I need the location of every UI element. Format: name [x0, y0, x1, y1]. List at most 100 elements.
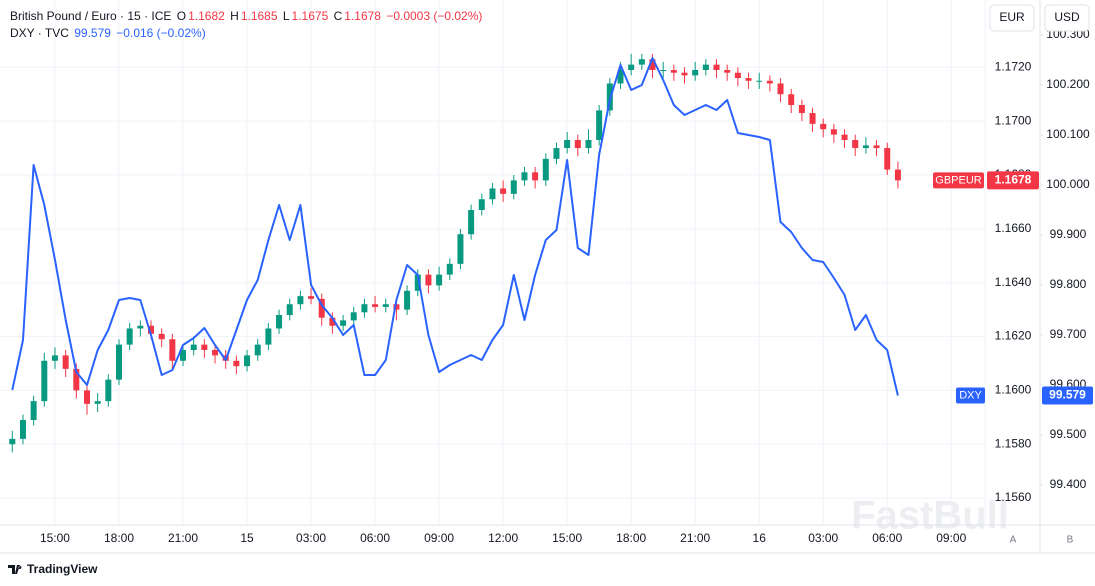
candle-body: [500, 188, 507, 194]
candle-body: [489, 188, 496, 200]
currency-button[interactable]: [989, 4, 1035, 32]
ohlc-value: 1.1682: [188, 9, 225, 23]
x-tick-label: 12:00: [488, 531, 518, 545]
candle-body: [830, 129, 837, 135]
y2-tick-label: 99.500: [1050, 427, 1087, 441]
x-tick-label: 21:00: [168, 531, 198, 545]
candle-body: [393, 304, 400, 310]
candle-body: [628, 64, 635, 70]
x-tick-label: 21:00: [680, 531, 710, 545]
x-tick-label: 15:00: [552, 531, 582, 545]
y-tick-label: 1.1720: [995, 59, 1032, 73]
candle-body: [510, 180, 517, 194]
price-tag-text: 1.1678: [995, 173, 1032, 187]
y-tick-label: 1.1640: [995, 275, 1032, 289]
x-tick-label: 06:00: [360, 531, 390, 545]
ohlc-value: 1.1678: [344, 9, 381, 23]
candle-body: [41, 360, 48, 402]
ohlc-key: H: [230, 9, 239, 23]
candle-body: [788, 94, 795, 105]
brand-name: TradingView: [27, 562, 98, 576]
candle-body: [446, 263, 453, 275]
candle-body: [361, 304, 368, 313]
candle-body: [276, 315, 283, 329]
candle-body: [521, 172, 528, 181]
candle-body: [841, 134, 848, 140]
candle-body: [553, 148, 560, 159]
candle-body: [457, 234, 464, 264]
candle-body: [660, 70, 667, 71]
candle-body: [756, 80, 763, 82]
x-tick-label: 18:00: [616, 531, 646, 545]
candle-body: [201, 344, 208, 350]
price-tag: [987, 171, 1039, 190]
ohlc-key: C: [333, 9, 343, 23]
candle-body: [713, 64, 720, 70]
x-tick-label: 09:00: [424, 531, 454, 545]
y2-tick-label: 99.400: [1050, 477, 1087, 491]
candle-body: [83, 390, 90, 404]
compare-line: [11, 57, 899, 396]
x-tick-label: 03:00: [808, 531, 838, 545]
candle-body: [724, 70, 731, 73]
change: −0.0003 (−0.02%): [386, 9, 483, 23]
candle-body: [681, 72, 688, 76]
y2-tick-label: 100.200: [1046, 77, 1090, 91]
ohlc-value: 1.1685: [240, 9, 278, 23]
candle-body: [574, 140, 581, 149]
compare-tag-text: 99.579: [1049, 388, 1086, 402]
candle-body: [638, 59, 645, 65]
y2-tick-label: 99.900: [1050, 227, 1087, 241]
candle-body: [585, 140, 592, 149]
candle-body: [350, 312, 357, 321]
candle-body: [212, 350, 219, 356]
candle-body: [265, 328, 272, 345]
candle-body: [148, 325, 155, 334]
candle-body: [820, 123, 827, 130]
candle-body: [9, 438, 16, 445]
compare-value: 99.579: [74, 26, 111, 40]
y2-tick-label: 100.000: [1046, 177, 1090, 191]
candle-body: [180, 350, 187, 361]
candle-body: [596, 110, 603, 140]
candle-body: [777, 83, 784, 95]
legend-main: British Pound / Euro · 15 · ICE O 1.1682 …: [10, 8, 484, 25]
legend: British Pound / Euro · 15 · ICE O 1.1682 …: [10, 8, 484, 42]
legend-compare: DXY · TVC 99.579 −0.016 (−0.02%): [10, 25, 484, 42]
candle-body: [62, 355, 69, 369]
currency-button-label[interactable]: USD: [1054, 10, 1080, 24]
x-tick-label: 03:00: [296, 531, 326, 545]
candle-body: [564, 140, 571, 149]
price-tag-name: [933, 172, 984, 189]
candle-body: [873, 145, 880, 149]
y-tick-label: 1.1660: [995, 221, 1032, 235]
y-tick-label: 1.1620: [995, 329, 1032, 343]
candle-body: [51, 355, 58, 361]
candle-body: [468, 210, 475, 235]
currency-button-label[interactable]: EUR: [999, 10, 1025, 24]
candle-body: [308, 296, 315, 299]
compare-tag-name: [956, 387, 985, 404]
compare-tag-name-text: DXY: [959, 389, 982, 401]
compare-change: −0.016 (−0.02%): [116, 26, 206, 40]
candle-body: [30, 401, 37, 420]
candle-body: [734, 72, 741, 79]
candle-body: [94, 401, 101, 404]
scale-button[interactable]: A: [1010, 535, 1017, 546]
candle-body: [425, 274, 432, 286]
watermark: FastBull: [851, 494, 1009, 538]
y-tick-label: 1.1600: [995, 383, 1032, 397]
compare-title: DXY · TVC: [10, 26, 69, 40]
currency-button[interactable]: [1044, 4, 1090, 32]
scale-button[interactable]: B: [1067, 535, 1074, 546]
candle-body: [126, 328, 133, 345]
candle-body: [532, 172, 539, 181]
x-tick-label: 15: [240, 531, 254, 545]
candle-body: [244, 355, 251, 367]
y-tick-label: 1.1700: [995, 113, 1032, 127]
candle-body: [254, 344, 261, 356]
candle-body: [105, 379, 112, 402]
candle-body: [233, 360, 240, 367]
candle-body: [169, 339, 176, 361]
